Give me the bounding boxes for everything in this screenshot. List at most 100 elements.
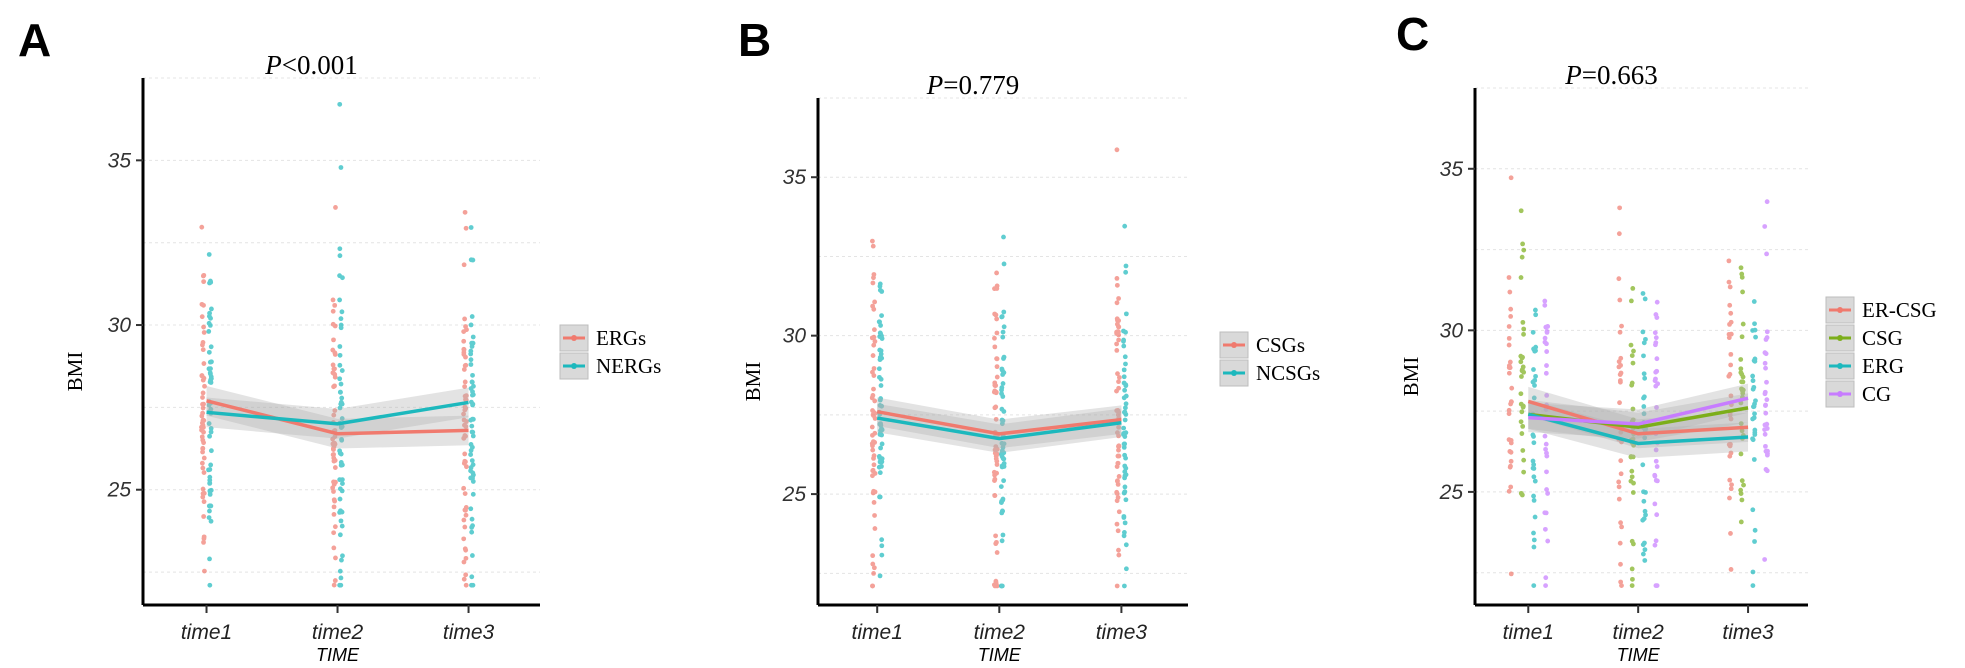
data-point (1643, 336, 1648, 342)
y-tick-label: 35 (108, 149, 132, 172)
data-point (1739, 334, 1745, 340)
data-point (468, 357, 474, 363)
data-point (332, 408, 338, 413)
data-point (330, 485, 336, 491)
data-point (201, 272, 207, 278)
legend-swatch-dot (571, 335, 577, 341)
data-point (339, 368, 345, 373)
data-point (994, 364, 1000, 370)
data-point (1728, 486, 1734, 492)
data-point (1753, 334, 1758, 340)
data-point (1629, 538, 1635, 544)
data-point (1506, 342, 1512, 348)
legend-swatch-dot (1837, 335, 1843, 341)
data-point (470, 334, 476, 340)
data-point (330, 308, 336, 314)
y-tick-label: 25 (1439, 481, 1464, 504)
data-point (1121, 529, 1127, 535)
confidence-band (877, 403, 1122, 453)
data-point (870, 553, 876, 559)
legend-label: CG (1862, 382, 1891, 406)
data-point (871, 571, 876, 576)
data-point (872, 430, 878, 436)
data-point (1116, 443, 1122, 449)
data-point (877, 287, 883, 293)
scatter-points-erg (1530, 291, 1758, 589)
data-point (1123, 401, 1129, 407)
data-point (1618, 579, 1624, 585)
data-point (1123, 329, 1128, 335)
data-point (1740, 379, 1746, 385)
data-point (337, 405, 343, 411)
data-point (1508, 306, 1514, 312)
data-point (1531, 537, 1537, 543)
data-point (999, 387, 1004, 393)
data-point (1506, 370, 1512, 376)
data-point (332, 465, 338, 470)
legend-label: ER-CSG (1862, 298, 1937, 322)
data-point (463, 512, 469, 518)
data-point (469, 340, 475, 346)
data-point (1508, 175, 1514, 181)
data-point (1542, 339, 1548, 345)
data-point (1739, 478, 1745, 484)
data-point (869, 238, 875, 244)
data-point (872, 526, 878, 531)
data-point (1740, 289, 1745, 295)
data-point (1507, 289, 1513, 295)
panel-b: B P=0.779 25 30 35 time1 time2 time3 TIME BMI CSGs… (738, 14, 1320, 665)
data-point (337, 532, 343, 538)
data-point (1617, 400, 1622, 406)
data-point (1508, 399, 1514, 405)
data-point (468, 506, 474, 512)
data-point (1738, 366, 1744, 372)
data-point (1122, 463, 1128, 469)
data-point (877, 432, 883, 437)
data-point (871, 455, 876, 461)
legend-swatch-dot (571, 363, 577, 369)
data-point (330, 347, 336, 353)
data-point (201, 429, 206, 435)
data-point (337, 352, 343, 358)
data-point (471, 383, 476, 389)
data-point (209, 359, 214, 365)
x-tick-label: time2 (1612, 621, 1664, 644)
data-point (470, 582, 476, 588)
data-point (1641, 395, 1646, 401)
data-point (1508, 438, 1514, 443)
data-point (1641, 498, 1647, 504)
data-point (1764, 335, 1770, 340)
data-point (208, 487, 214, 493)
data-point (1640, 329, 1646, 335)
data-point (869, 424, 875, 430)
data-point (201, 536, 207, 542)
data-point (1116, 424, 1122, 430)
data-point (330, 452, 336, 458)
data-point (879, 403, 885, 409)
data-point (871, 565, 877, 571)
data-point (1654, 464, 1660, 469)
data-point (871, 386, 876, 392)
legend-label: NERGs (596, 354, 661, 378)
data-point (199, 460, 205, 466)
data-point (878, 459, 884, 465)
data-point (1741, 482, 1746, 488)
data-point (1654, 356, 1660, 362)
data-point (1545, 538, 1551, 544)
confidence-band (1528, 386, 1749, 449)
data-point (331, 412, 337, 418)
data-point (1520, 241, 1526, 247)
data-point (992, 344, 998, 350)
x-tick-label: time1 (852, 621, 903, 644)
data-point (470, 392, 475, 398)
data-point (331, 497, 337, 503)
data-point (1542, 302, 1548, 308)
data-point (1630, 490, 1636, 495)
data-point (1518, 391, 1524, 397)
data-point (1116, 474, 1122, 479)
data-point (1122, 387, 1128, 393)
data-point (1116, 385, 1122, 391)
data-point (1630, 406, 1636, 412)
data-point (202, 568, 207, 574)
data-point (1763, 410, 1769, 416)
